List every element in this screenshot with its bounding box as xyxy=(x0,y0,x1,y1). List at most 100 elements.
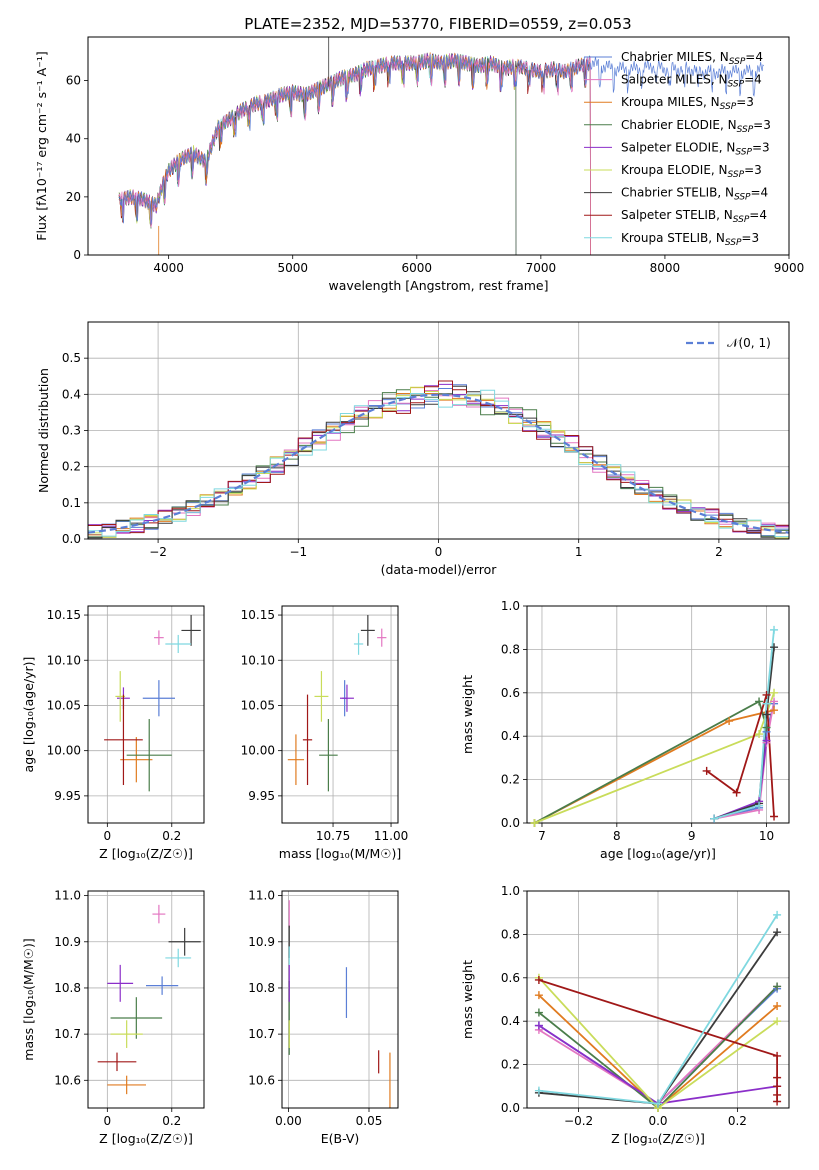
x-tick-label: 9000 xyxy=(774,261,805,275)
y-tick-label: 9.95 xyxy=(248,789,275,803)
data-point-marker xyxy=(725,717,734,726)
data-point-marker xyxy=(534,975,543,984)
axes-frame xyxy=(87,605,205,824)
mass_vs_ebv-panel: 0.00 0.05 10.6 10.7 10.8 10.9 11.0 E(B-V) xyxy=(248,889,399,1146)
axes-frame xyxy=(526,605,790,824)
data-point-marker xyxy=(755,697,764,706)
x-tick-label: −2 xyxy=(149,545,167,559)
axes-frame xyxy=(87,36,790,256)
x-tick-label: −1 xyxy=(289,545,307,559)
x-tick-label: 10 xyxy=(759,829,774,843)
y-tick-label: 10.8 xyxy=(54,981,81,995)
y-tick-label: 0.2 xyxy=(501,1058,520,1072)
data-point-marker xyxy=(762,710,771,719)
series-line xyxy=(534,709,775,823)
x-axis-label: Z [log₁₀(Z/Z☉)] xyxy=(99,846,193,861)
y-axis-label: mass weight xyxy=(460,675,475,754)
data-point-marker xyxy=(773,1082,782,1091)
x-tick-label: 7000 xyxy=(526,261,557,275)
x-tick-label: 2 xyxy=(715,545,723,559)
legend-label: Salpeter ELODIE, NSSP=3 xyxy=(621,140,770,157)
mass_vs_Z-panel: 0 0.2 10.6 10.7 10.8 10.9 11.0 Z [log₁₀(Z/Z☉)] m… xyxy=(21,889,205,1146)
legend-label: Kroupa STELIB, NSSP=3 xyxy=(621,231,759,248)
series-line xyxy=(538,985,778,1108)
y-tick-label: 10.7 xyxy=(54,1027,81,1041)
y-tick-label: 10.9 xyxy=(248,935,275,949)
legend-label: Chabrier ELODIE, NSSP=3 xyxy=(621,118,771,135)
x-axis-label: (data-model)/error xyxy=(381,562,498,577)
spectrum-line xyxy=(118,52,591,255)
legend-label: Chabrier STELIB, NSSP=4 xyxy=(621,186,768,203)
y-tick-label: 0.5 xyxy=(62,351,81,365)
data-point-marker xyxy=(755,730,764,739)
y-tick-label: 0.4 xyxy=(62,387,81,401)
y-tick-label: 10.00 xyxy=(47,744,81,758)
data-point-marker xyxy=(755,801,764,810)
x-tick-label: 4000 xyxy=(153,261,184,275)
data-point-marker xyxy=(773,1051,782,1060)
series-line xyxy=(713,629,775,820)
x-tick-label: 0 xyxy=(104,1114,112,1128)
data-point-marker xyxy=(770,706,779,715)
y-tick-label: 0.4 xyxy=(501,1014,520,1028)
mass_vs_Z-plot-area xyxy=(97,904,201,1095)
x-axis-label: wavelength [Angstrom, rest frame] xyxy=(328,278,548,293)
x-axis-label: age [log₁₀(age/yr)] xyxy=(600,846,716,861)
y-tick-label: 0.6 xyxy=(501,686,520,700)
data-point-marker xyxy=(773,1073,782,1082)
x-tick-label: 0.2 xyxy=(728,1114,747,1128)
x-tick-label: 0.00 xyxy=(275,1114,302,1128)
data-point-marker xyxy=(773,928,782,937)
x-axis-label: mass [log₁₀(M/M☉)] xyxy=(279,846,401,861)
mass_vs_ebv-plot-area xyxy=(288,900,391,1108)
x-axis-label: Z [log₁₀(Z/Z☉)] xyxy=(99,1131,193,1146)
legend-label: 𝒩(0, 1) xyxy=(727,336,771,350)
x-tick-label: 1 xyxy=(575,545,583,559)
data-point-marker xyxy=(762,690,771,699)
x-tick-label: 11.00 xyxy=(374,829,408,843)
y-tick-label: 0.0 xyxy=(501,1101,520,1115)
legend-label: Salpeter MILES, NSSP=4 xyxy=(621,73,762,90)
residuals-panel: −2 −1 0 1 2 0.0 0.1 0.2 0.3 0.4 0.5 (data-model)/er… xyxy=(36,321,790,577)
y-axis-label: Normed distribution xyxy=(36,368,51,493)
data-point-marker xyxy=(773,1097,782,1106)
axes-frame xyxy=(87,890,205,1109)
histogram-step xyxy=(88,389,789,539)
y-tick-label: 0 xyxy=(73,248,81,262)
data-point-marker xyxy=(762,736,771,745)
x-axis-label: E(B-V) xyxy=(321,1131,360,1146)
data-point-marker xyxy=(530,819,539,827)
age_vs_Z-panel: 0 0.2 9.95 10.00 10.05 10.10 10.15 Z [log₁₀(Z/Z… xyxy=(21,605,205,861)
y-tick-label: 0.3 xyxy=(62,424,81,438)
data-point-marker xyxy=(770,643,779,652)
weight_vs_Z-panel: −0.2 0.0 0.2 0.0 0.2 0.4 0.6 0.8 1.0 Z [log₁₀(Z/Z… xyxy=(460,884,790,1146)
data-point-marker xyxy=(773,1017,782,1026)
x-tick-label: 0.0 xyxy=(648,1114,667,1128)
y-tick-label: 10.8 xyxy=(248,981,275,995)
data-point-marker xyxy=(762,699,771,708)
y-tick-label: 10.15 xyxy=(47,608,81,622)
x-tick-label: −0.2 xyxy=(564,1114,593,1128)
spectrum-plot-area xyxy=(118,37,764,255)
y-tick-label: 0.2 xyxy=(501,773,520,787)
spectrum-panel: 4000 5000 6000 7000 8000 9000 0 20 40 60 wavelengt… xyxy=(34,36,805,293)
data-point-marker xyxy=(773,1002,782,1011)
y-axis-label: mass [log₁₀(M/M☉)] xyxy=(21,938,36,1060)
axes-frame xyxy=(87,321,790,540)
axes-frame xyxy=(281,605,399,824)
series-line xyxy=(538,994,778,1108)
data-point-marker xyxy=(534,1008,543,1017)
figure-title: PLATE=2352, MJD=53770, FIBERID=0559, z=0… xyxy=(244,15,631,33)
data-point-marker xyxy=(770,812,779,821)
y-tick-label: 10.10 xyxy=(241,653,275,667)
data-point-marker xyxy=(702,766,711,775)
y-tick-label: 60 xyxy=(66,74,81,88)
age_vs_mass-panel: 10.75 11.00 9.95 10.00 10.05 10.10 10.15 mass [… xyxy=(241,605,408,861)
data-point-marker xyxy=(770,688,779,697)
weight_vs_age-panel: 7 8 9 10 0.0 0.2 0.4 0.6 0.8 1.0 age [log₁₀(age/yr… xyxy=(460,599,790,861)
y-tick-label: 11.0 xyxy=(54,889,81,903)
y-tick-label: 1.0 xyxy=(501,884,520,898)
y-tick-label: 0.8 xyxy=(501,642,520,656)
y-tick-label: 9.95 xyxy=(54,789,81,803)
data-point-marker xyxy=(710,814,719,823)
